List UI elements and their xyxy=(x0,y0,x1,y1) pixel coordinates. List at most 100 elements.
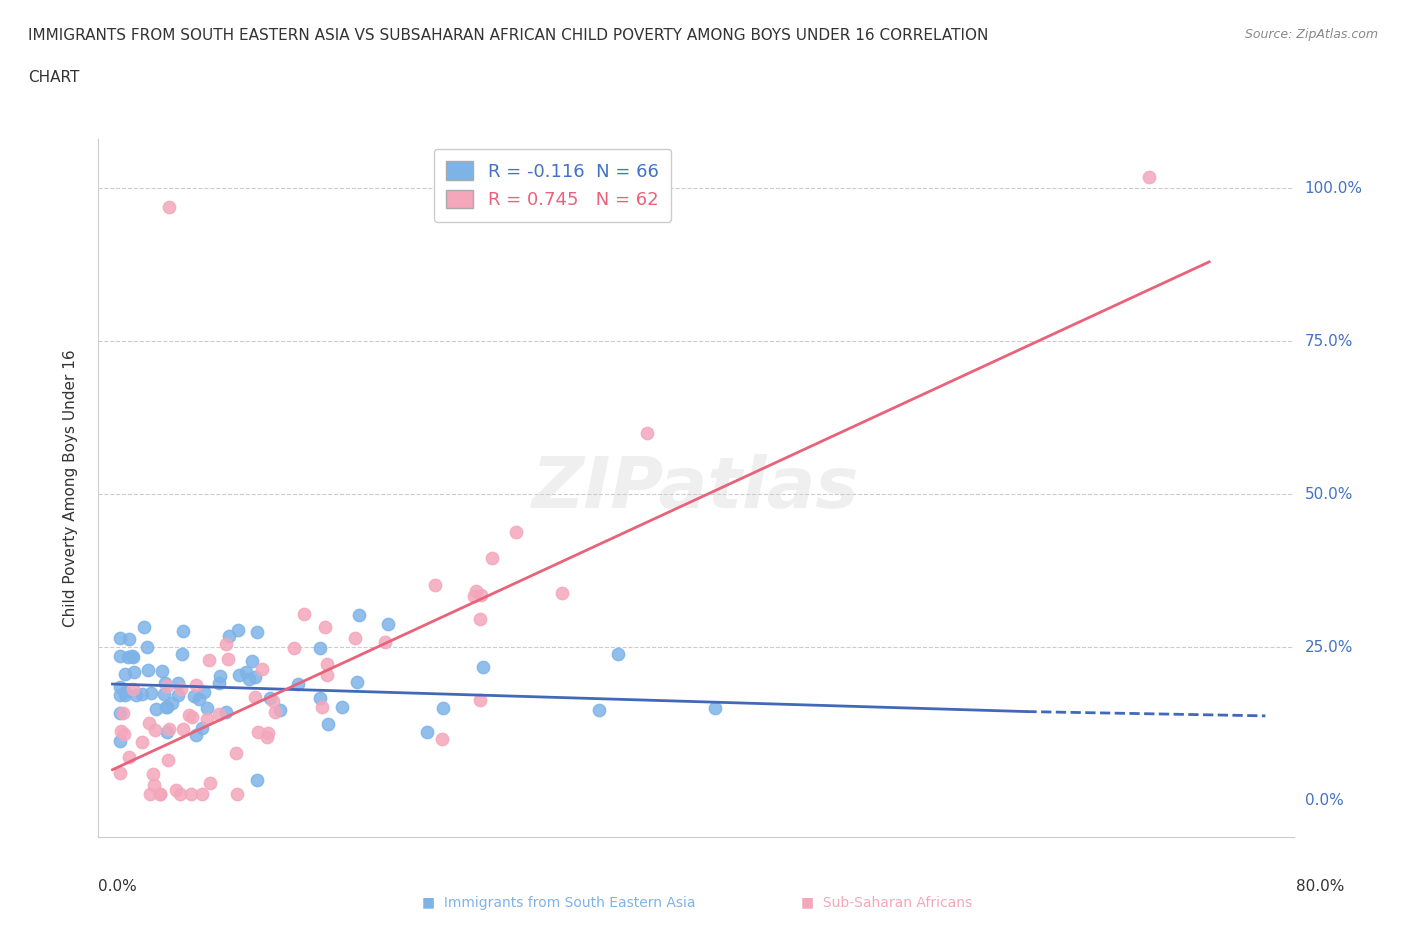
Point xyxy=(238,671,260,686)
Point xyxy=(156,679,179,694)
Point xyxy=(149,787,172,802)
Point xyxy=(155,675,177,690)
Point xyxy=(169,787,191,802)
Point xyxy=(264,705,287,720)
Point xyxy=(416,724,439,739)
Point xyxy=(257,725,280,740)
Point xyxy=(180,787,202,802)
Text: 100.0%: 100.0% xyxy=(1305,181,1362,196)
Point xyxy=(142,767,165,782)
Point xyxy=(505,525,527,539)
Point xyxy=(108,631,131,645)
Point xyxy=(225,745,247,760)
Point xyxy=(468,692,491,707)
Point xyxy=(309,691,332,706)
Point xyxy=(636,426,658,441)
Point xyxy=(215,705,238,720)
Point xyxy=(136,663,159,678)
Text: 25.0%: 25.0% xyxy=(1305,640,1353,655)
Point xyxy=(156,752,179,767)
Text: IMMIGRANTS FROM SOUTH EASTERN ASIA VS SUBSAHARAN AFRICAN CHILD POVERTY AMONG BOY: IMMIGRANTS FROM SOUTH EASTERN ASIA VS SU… xyxy=(28,28,988,43)
Point xyxy=(225,787,247,802)
Point xyxy=(198,776,221,790)
Point xyxy=(374,635,396,650)
Point xyxy=(172,721,194,736)
Text: ■  Sub-Saharan Africans: ■ Sub-Saharan Africans xyxy=(801,896,973,910)
Point xyxy=(114,684,136,699)
Point xyxy=(245,690,267,705)
Text: 0.0%: 0.0% xyxy=(98,879,138,894)
Text: 50.0%: 50.0% xyxy=(1305,487,1353,502)
Point xyxy=(112,726,135,741)
Point xyxy=(108,680,131,695)
Point xyxy=(217,652,239,667)
Point xyxy=(193,684,215,699)
Point xyxy=(218,629,240,644)
Point xyxy=(430,732,453,747)
Point xyxy=(316,668,339,683)
Point xyxy=(170,682,193,697)
Point xyxy=(197,700,219,715)
Text: ■  Immigrants from South Eastern Asia: ■ Immigrants from South Eastern Asia xyxy=(422,896,696,910)
Point xyxy=(143,777,166,792)
Point xyxy=(114,687,136,702)
Point xyxy=(157,199,180,214)
Point xyxy=(138,715,160,730)
Point xyxy=(208,707,231,722)
Point xyxy=(347,607,370,622)
Point xyxy=(114,667,136,682)
Point xyxy=(165,783,187,798)
Point xyxy=(181,710,204,724)
Point xyxy=(122,665,145,680)
Point xyxy=(108,734,131,749)
Point xyxy=(208,675,231,690)
Point xyxy=(141,685,163,700)
Text: CHART: CHART xyxy=(28,70,80,85)
Point xyxy=(108,648,131,663)
Point xyxy=(184,677,207,692)
Point xyxy=(226,623,249,638)
Point xyxy=(316,657,339,671)
Point xyxy=(314,619,336,634)
Point xyxy=(191,787,214,802)
Point xyxy=(177,708,200,723)
Point xyxy=(143,723,166,737)
Point xyxy=(588,702,610,717)
Point xyxy=(188,692,211,707)
Point xyxy=(423,578,446,592)
Point xyxy=(246,724,269,739)
Point xyxy=(330,699,353,714)
Point xyxy=(197,652,219,667)
Point xyxy=(167,675,190,690)
Point xyxy=(344,631,367,645)
Text: Source: ZipAtlas.com: Source: ZipAtlas.com xyxy=(1244,28,1378,41)
Point xyxy=(463,589,485,604)
Point xyxy=(228,668,250,683)
Point xyxy=(465,584,488,599)
Legend: R = -0.116  N = 66, R = 0.745   N = 62: R = -0.116 N = 66, R = 0.745 N = 62 xyxy=(433,149,672,221)
Point xyxy=(704,700,727,715)
Point xyxy=(135,640,157,655)
Text: 80.0%: 80.0% xyxy=(1296,879,1344,894)
Point xyxy=(311,699,333,714)
Point xyxy=(259,690,281,705)
Point xyxy=(122,682,145,697)
Point xyxy=(162,696,184,711)
Point xyxy=(156,724,179,739)
Point xyxy=(110,724,132,738)
Point xyxy=(118,631,141,646)
Point xyxy=(209,669,232,684)
Point xyxy=(283,641,305,656)
Point xyxy=(156,700,179,715)
Point xyxy=(262,694,284,709)
Point xyxy=(287,677,309,692)
Point xyxy=(118,750,141,764)
Point xyxy=(150,664,173,679)
Point xyxy=(551,585,574,600)
Point xyxy=(190,720,212,735)
Point xyxy=(108,705,131,720)
Point xyxy=(468,612,491,627)
Point xyxy=(245,670,267,684)
Y-axis label: Child Poverty Among Boys Under 16: Child Poverty Among Boys Under 16 xyxy=(63,350,77,627)
Point xyxy=(134,619,156,634)
